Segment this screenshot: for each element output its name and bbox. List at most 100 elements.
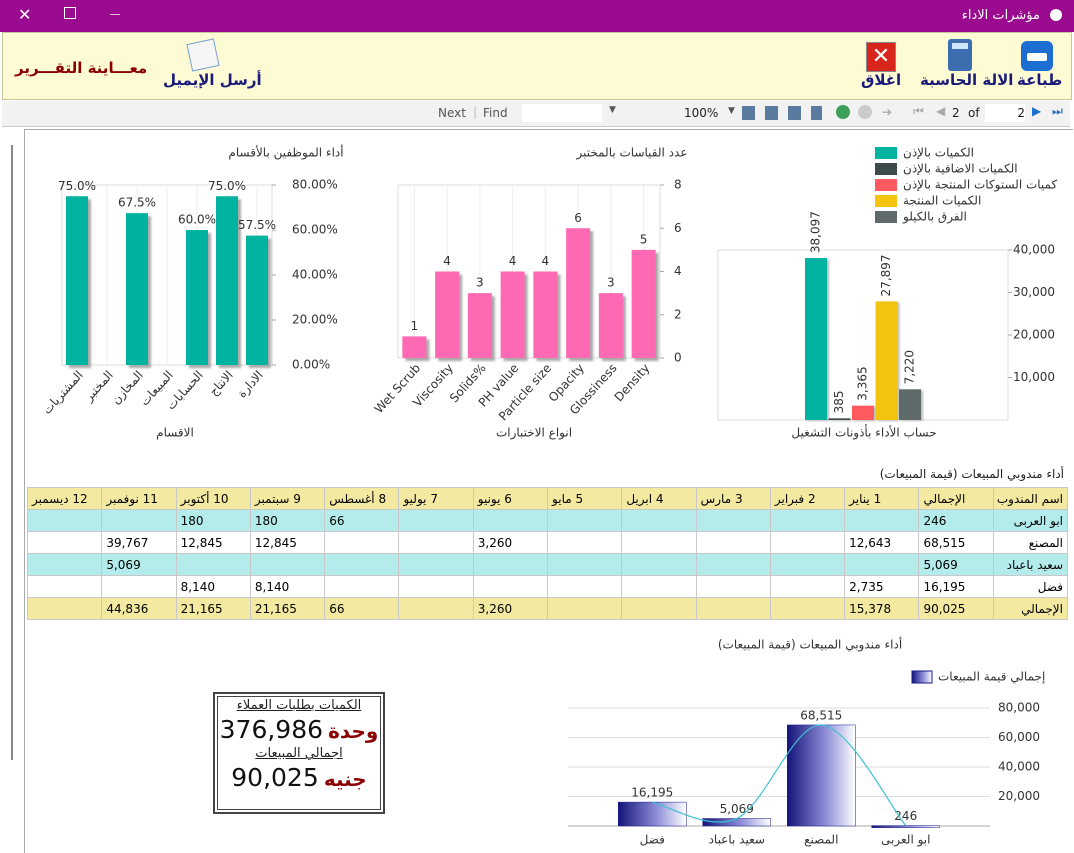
value-label: 3 (607, 276, 615, 290)
x-axis-title: انواع الاختبارات (496, 426, 572, 441)
table-cell: 68,515 (918, 531, 994, 554)
table-cell (398, 597, 474, 620)
table-cell (547, 553, 623, 576)
find-button[interactable]: Find (483, 106, 508, 120)
legend-swatch (875, 195, 897, 207)
header-cell: 9 سبتمبر (249, 487, 326, 510)
scrollbar[interactable] (11, 145, 13, 760)
table-row: المصنع 68,515 12,643 3,260 12,845 12,845 39,76… (26, 531, 1069, 554)
sales-value: 90,025 (231, 763, 319, 792)
table-cell (398, 575, 474, 598)
table-cell (324, 553, 400, 576)
value-label: 38,097 (809, 211, 823, 253)
x-tick-label: Density (612, 361, 653, 404)
calculator-icon[interactable] (948, 39, 972, 71)
table-cell (547, 531, 623, 554)
header-cell: 2 فبراير (769, 487, 846, 510)
table-cell: 180 (175, 509, 251, 532)
preview-button[interactable]: معـــاينة التقـــرير (15, 59, 148, 77)
forward[interactable]: ➔ (882, 105, 893, 119)
quantity-unit: وحدة (328, 719, 379, 743)
table-title: أداء مندوبي المبيعات (قيمة المبيعات) (879, 467, 1064, 481)
table-cell (621, 575, 697, 598)
calculator-button[interactable]: الالة الحاسبة (920, 71, 1014, 89)
table-cell: 15,378 (844, 597, 920, 620)
header-cell: 12 ديسمبر (26, 487, 103, 510)
print-icon[interactable] (1021, 41, 1053, 71)
sales-title: اجمالي المبيعات (255, 746, 343, 761)
sales-unit: جنيه (323, 767, 367, 791)
maximize[interactable] (64, 7, 76, 19)
y-tick-label: 60,000 (998, 730, 1040, 744)
email-button[interactable]: أرسل الإيميل (163, 71, 262, 89)
bar (899, 389, 921, 420)
find-box[interactable] (522, 104, 602, 122)
next-button[interactable]: Next (438, 106, 466, 120)
table-cell: 5,069 (918, 553, 994, 576)
stop[interactable] (858, 105, 872, 119)
table-row: فضل 16,195 2,735 8,140 8,140 (26, 575, 1069, 598)
zoom-dropdown[interactable]: ▼ (728, 106, 735, 116)
header-cell: 11 نوفمبر (101, 487, 177, 510)
header-cell: 3 مارس (695, 487, 771, 510)
x-axis-title: الاقسام (156, 426, 194, 440)
table-cell: 21,165 (249, 597, 326, 620)
total-pages: 2 (985, 104, 1025, 122)
close-button[interactable]: اغلاق (861, 71, 902, 89)
zoom[interactable]: 100% (684, 106, 719, 120)
value-label: 246 (894, 809, 917, 823)
y-tick-label: 6 (674, 221, 682, 235)
bar (828, 418, 851, 420)
x-tick-label: فضل (640, 833, 665, 847)
bar (500, 271, 525, 358)
table-cell: 12,845 (249, 531, 326, 554)
legend-label: كميات الستوكات المنتجة بالإذن (903, 178, 1057, 193)
header-cell: 1 يناير (844, 487, 920, 510)
value-label: 57.5% (238, 218, 276, 232)
table-cell: 8,140 (249, 575, 326, 598)
refresh[interactable] (836, 105, 850, 119)
page-number[interactable]: 2 (952, 106, 960, 120)
x-tick-label: سعيد باعباد (709, 833, 765, 847)
export-icons[interactable] (742, 106, 822, 120)
table-cell: 16,195 (918, 575, 994, 598)
y-tick-label: 10,000 (1013, 370, 1055, 384)
y-tick-label: 0.00% (292, 358, 330, 372)
table-cell (472, 509, 549, 532)
y-tick-label: 40.00% (292, 268, 338, 282)
y-tick-label: 60.00% (292, 223, 338, 237)
legend-label: الكميات بالإذن (903, 146, 974, 160)
next-page[interactable]: ▶ (1032, 104, 1042, 118)
y-tick-label: 8 (674, 178, 682, 192)
header-cell: اسم المندوب (992, 487, 1069, 510)
close-icon[interactable]: ✕ (866, 42, 896, 72)
table-cell (621, 509, 697, 532)
sales-table: اسم المندوب الإجمالي 1 يناير 2 فبراير 3 مارس… (26, 487, 1069, 620)
table-cell (26, 597, 103, 620)
prev-page[interactable]: ◀ (936, 104, 946, 118)
table-cell (324, 531, 400, 554)
value-label: 27,897 (879, 254, 893, 296)
window-title: مؤشرات الاداء (961, 8, 1040, 23)
legend-label: الكميات الاضافية بالإذن (903, 162, 1018, 176)
value-label: 1 (411, 319, 419, 333)
print-button[interactable]: طباعة (1017, 71, 1063, 89)
last-page[interactable]: ⏭ (1052, 104, 1063, 118)
table-cell: 246 (918, 509, 994, 532)
table-cell (26, 531, 103, 554)
bar (216, 196, 238, 365)
minimize[interactable] (110, 14, 120, 15)
close-window[interactable]: ✕ (18, 5, 32, 24)
bar (598, 293, 623, 358)
y-tick-label: 2 (674, 307, 682, 321)
table-row: سعيد باعباد 5,069 5,069 (26, 553, 1069, 576)
bar (875, 301, 898, 420)
bar (805, 258, 827, 420)
table-cell (769, 531, 846, 554)
dropdown[interactable]: ▼ (609, 105, 616, 115)
value-label: 385 (832, 390, 846, 413)
table-cell: 180 (249, 509, 326, 532)
x-tick-label: الادارة (235, 368, 267, 401)
first-page[interactable]: ⏮ (913, 104, 924, 118)
bar (66, 196, 88, 365)
